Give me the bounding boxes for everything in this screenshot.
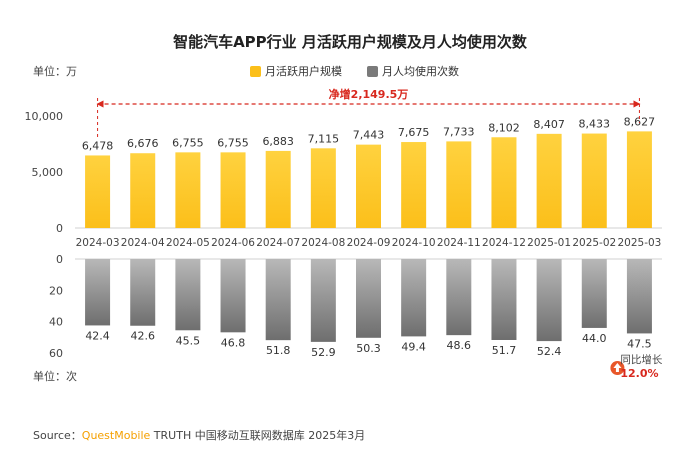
up-arrow-glyph bbox=[613, 363, 622, 372]
data-label-usage: 49.4 bbox=[401, 340, 426, 353]
legend-label-usage: 月人均使用次数 bbox=[382, 65, 459, 78]
bar-usage bbox=[220, 259, 246, 333]
bar-usage bbox=[85, 259, 111, 326]
data-label-mau: 8,433 bbox=[579, 118, 611, 131]
data-label-usage: 50.3 bbox=[356, 342, 381, 355]
data-label-usage: 46.8 bbox=[221, 336, 246, 349]
data-label-mau: 6,883 bbox=[262, 135, 294, 148]
bar-mau bbox=[401, 142, 427, 228]
y-tick-label-top: 0 bbox=[56, 222, 63, 235]
data-label-usage: 51.8 bbox=[266, 344, 291, 357]
legend-item-usage: 月人均使用次数 bbox=[367, 63, 459, 79]
data-label-usage: 44.0 bbox=[582, 332, 607, 345]
x-tick-label: 2025-03 bbox=[617, 237, 661, 249]
bar-mau bbox=[310, 148, 336, 228]
bar-mau bbox=[175, 152, 201, 228]
bar-usage bbox=[491, 259, 517, 340]
bar-mau bbox=[265, 150, 291, 228]
unit-label-top: 单位：万 bbox=[33, 65, 77, 78]
data-label-usage: 42.6 bbox=[130, 330, 155, 343]
x-tick-label: 2024-04 bbox=[121, 237, 165, 249]
x-tick-label: 2024-03 bbox=[76, 237, 120, 249]
bar-usage bbox=[581, 259, 607, 328]
bar-usage bbox=[175, 259, 201, 331]
data-label-mau: 7,675 bbox=[398, 126, 430, 139]
y-tick-label-top: 5,000 bbox=[32, 166, 64, 179]
source-prefix: Source： bbox=[33, 429, 82, 442]
data-label-mau: 6,755 bbox=[172, 136, 204, 149]
legend-swatch-mau bbox=[250, 65, 261, 77]
data-label-mau: 7,115 bbox=[308, 132, 340, 145]
source-note: Source：QuestMobile TRUTH 中国移动互联网数据库 2025… bbox=[33, 427, 365, 443]
bar-mau bbox=[356, 144, 381, 228]
legend-swatch-usage bbox=[367, 65, 378, 77]
bar-usage bbox=[446, 259, 472, 336]
data-label-usage: 52.4 bbox=[537, 345, 562, 358]
legend-label-mau: 月活跃用户规模 bbox=[265, 65, 342, 78]
yoy-value: 12.0% bbox=[620, 367, 658, 380]
unit-label-bottom: 单位：次 bbox=[33, 370, 77, 383]
y-tick-label-bottom: 40 bbox=[49, 316, 63, 329]
yoy-label: 同比增长 bbox=[620, 353, 662, 366]
x-tick-label: 2024-07 bbox=[256, 237, 300, 249]
data-label-mau: 8,627 bbox=[624, 115, 656, 128]
bar-mau bbox=[220, 152, 246, 228]
data-label-usage: 51.7 bbox=[492, 344, 517, 357]
legend-item-mau: 月活跃用户规模 bbox=[250, 63, 342, 79]
x-tick-label: 2025-01 bbox=[527, 237, 571, 249]
y-tick-label-bottom: 20 bbox=[49, 284, 63, 297]
y-tick-label-bottom: 0 bbox=[56, 253, 63, 266]
data-label-usage: 48.6 bbox=[447, 339, 472, 352]
bar-usage bbox=[310, 259, 336, 342]
data-label-mau: 7,733 bbox=[443, 125, 475, 138]
chart-title: 智能汽车APP行业 月活跃用户规模及月人均使用次数 bbox=[173, 33, 527, 51]
data-label-mau: 6,755 bbox=[217, 136, 249, 149]
data-label-mau: 6,676 bbox=[127, 137, 159, 150]
x-tick-label: 2024-10 bbox=[392, 237, 436, 249]
data-label-mau: 6,478 bbox=[82, 139, 114, 152]
x-tick-label: 2024-09 bbox=[347, 237, 391, 249]
data-label-usage: 42.4 bbox=[85, 329, 110, 342]
x-tick-label: 2024-11 bbox=[437, 237, 481, 249]
net-growth-label: 净增2,149.5万 bbox=[329, 87, 409, 101]
bar-usage bbox=[356, 259, 381, 338]
x-tick-label: 2024-08 bbox=[301, 237, 345, 249]
y-tick-label-bottom: 60 bbox=[49, 347, 63, 360]
bar-mau bbox=[581, 133, 607, 228]
data-label-mau: 7,443 bbox=[353, 129, 385, 142]
data-label-usage: 45.5 bbox=[176, 334, 201, 347]
bar-usage bbox=[401, 259, 427, 337]
bar-mau bbox=[446, 141, 472, 228]
source-brand: QuestMobile bbox=[81, 429, 151, 442]
x-tick-label: 2024-05 bbox=[166, 237, 210, 249]
bar-usage bbox=[536, 259, 562, 342]
x-tick-label: 2024-06 bbox=[211, 237, 255, 249]
bar-mau bbox=[85, 155, 111, 228]
bar-mau bbox=[130, 153, 156, 228]
bar-mau bbox=[626, 131, 652, 228]
source-rest: TRUTH 中国移动互联网数据库 2025年3月 bbox=[150, 429, 366, 442]
data-label-usage: 52.9 bbox=[311, 346, 336, 359]
bar-usage bbox=[265, 259, 291, 341]
bar-usage bbox=[130, 259, 156, 326]
data-label-mau: 8,102 bbox=[488, 121, 520, 134]
x-tick-label: 2025-02 bbox=[572, 237, 616, 249]
data-label-mau: 8,407 bbox=[533, 118, 565, 131]
data-label-usage: 47.5 bbox=[627, 337, 652, 350]
bar-usage bbox=[626, 259, 652, 334]
bar-mau bbox=[536, 133, 562, 228]
x-tick-label: 2024-12 bbox=[482, 237, 526, 249]
y-tick-label-top: 10,000 bbox=[25, 110, 64, 123]
bar-mau bbox=[491, 137, 517, 228]
